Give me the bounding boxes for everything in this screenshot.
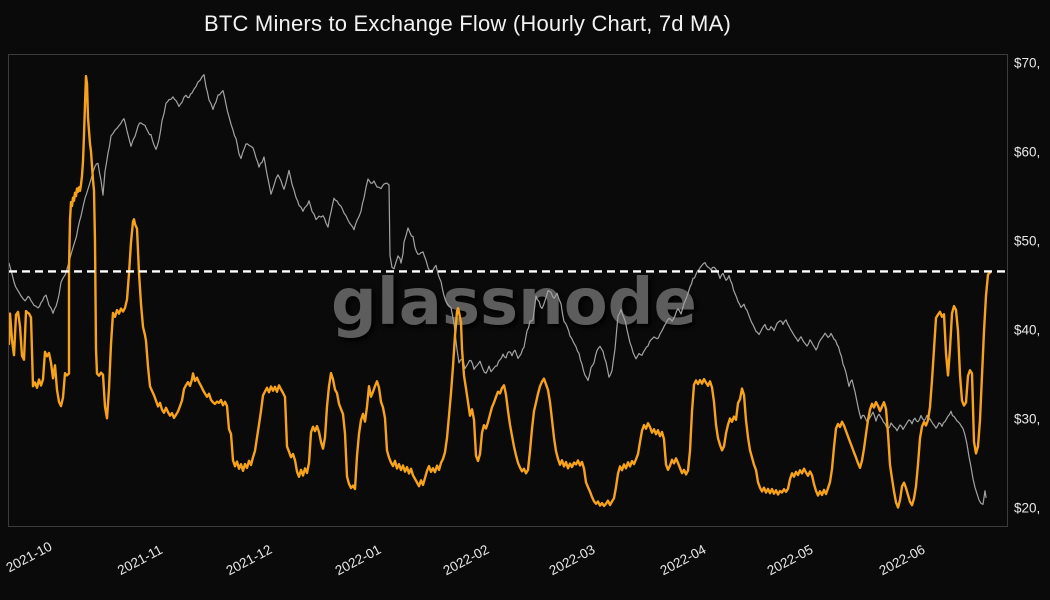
series-miners-to-exchange-flow-7d-ma — [9, 74, 992, 509]
chart-title: BTC Miners to Exchange Flow (Hourly Char… — [204, 11, 731, 36]
x-tick-label: 2021-11 — [115, 541, 165, 579]
y-tick-label: $30, — [1014, 411, 1041, 427]
y-tick-label: $70, — [1014, 55, 1041, 71]
y-tick-label: $40, — [1014, 322, 1041, 338]
x-tick-label: 2022-03 — [546, 541, 598, 579]
x-tick-label: 2022-01 — [332, 541, 384, 579]
x-tick-label: 2022-05 — [764, 541, 816, 579]
series-btc-price — [9, 74, 987, 505]
x-tick-label: 2021-12 — [223, 541, 275, 579]
x-tick-label: 2021-10 — [3, 538, 55, 576]
x-tick-label: 2022-06 — [876, 541, 928, 579]
plot-area: glassnode — [8, 54, 1008, 527]
y-tick-label: $60, — [1014, 144, 1041, 160]
plot-svg — [9, 74, 1007, 509]
y-tick-label: $50, — [1014, 233, 1041, 249]
x-tick-label: 2022-04 — [657, 541, 709, 579]
y-tick-label: $20, — [1014, 500, 1041, 516]
x-tick-label: 2022-02 — [440, 541, 492, 579]
glassnode-watermark: glassnode — [331, 266, 697, 340]
